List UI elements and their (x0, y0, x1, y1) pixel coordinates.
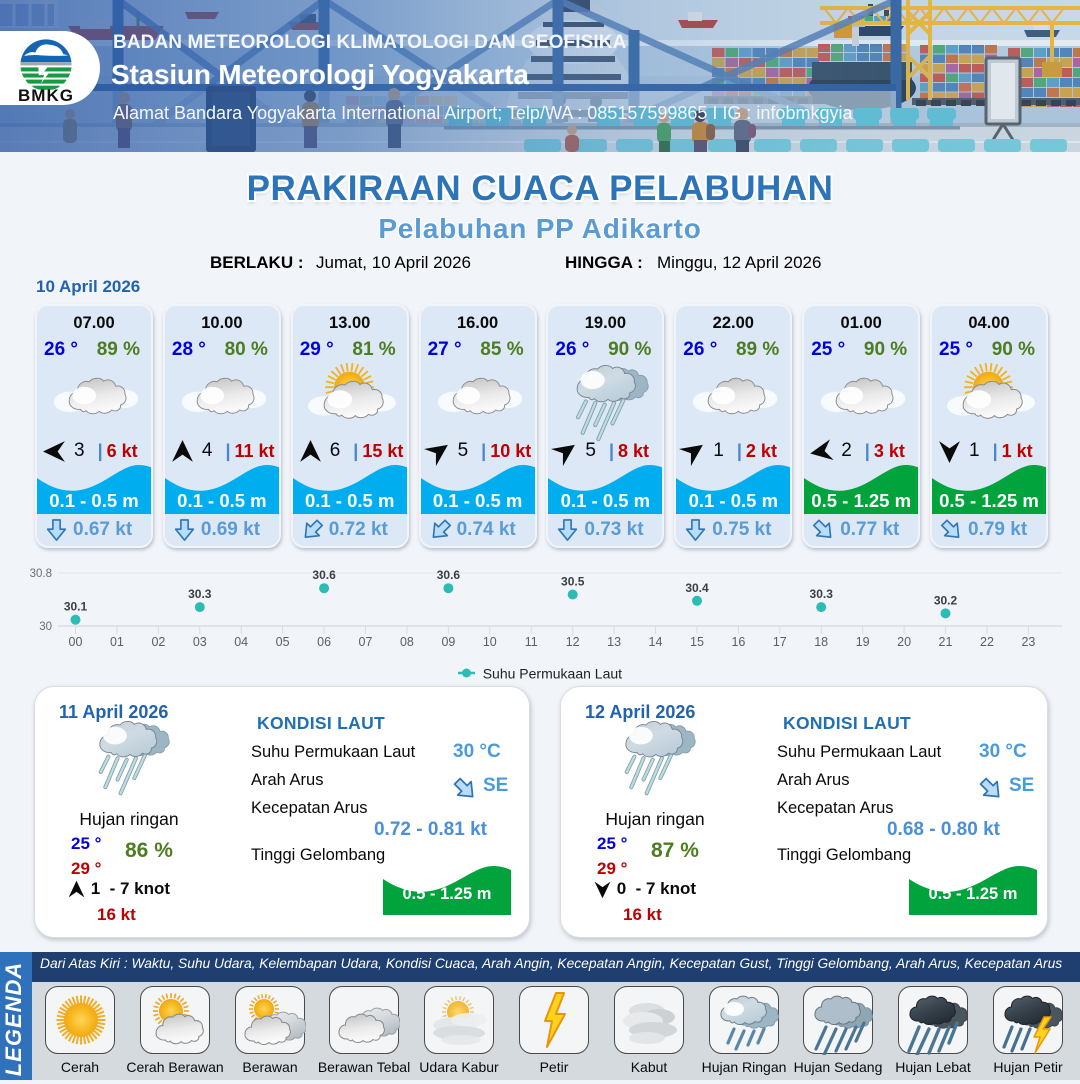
svg-text:30.6: 30.6 (312, 568, 336, 582)
svg-text:30.6: 30.6 (437, 568, 461, 582)
svg-text:30.2: 30.2 (934, 593, 958, 607)
svg-text:10: 10 (483, 635, 497, 649)
svg-text:05: 05 (276, 635, 290, 649)
svg-text:30.4: 30.4 (685, 581, 709, 595)
svg-text:14: 14 (649, 635, 663, 649)
svg-text:07: 07 (359, 635, 373, 649)
svg-text:21: 21 (939, 635, 953, 649)
svg-text:30.8: 30.8 (30, 568, 52, 580)
svg-text:04: 04 (234, 635, 248, 649)
svg-text:01: 01 (110, 635, 124, 649)
svg-text:15: 15 (690, 635, 704, 649)
svg-text:08: 08 (400, 635, 414, 649)
svg-text:09: 09 (441, 635, 455, 649)
svg-text:30.3: 30.3 (188, 587, 212, 601)
svg-text:06: 06 (317, 635, 331, 649)
svg-text:30: 30 (39, 621, 52, 633)
svg-text:13: 13 (607, 635, 621, 649)
svg-text:03: 03 (193, 635, 207, 649)
svg-text:11: 11 (525, 635, 538, 649)
svg-text:16: 16 (731, 635, 745, 649)
svg-text:19: 19 (856, 635, 870, 649)
svg-text:20: 20 (897, 635, 911, 649)
svg-text:12: 12 (566, 635, 580, 649)
svg-text:23: 23 (1021, 635, 1035, 649)
svg-text:30.1: 30.1 (64, 600, 88, 614)
svg-text:00: 00 (69, 635, 83, 649)
svg-text:30.5: 30.5 (561, 575, 585, 589)
svg-text:17: 17 (773, 635, 787, 649)
svg-text:22: 22 (980, 635, 994, 649)
svg-text:30.3: 30.3 (810, 587, 834, 601)
svg-text:02: 02 (151, 635, 165, 649)
svg-text:18: 18 (814, 635, 828, 649)
